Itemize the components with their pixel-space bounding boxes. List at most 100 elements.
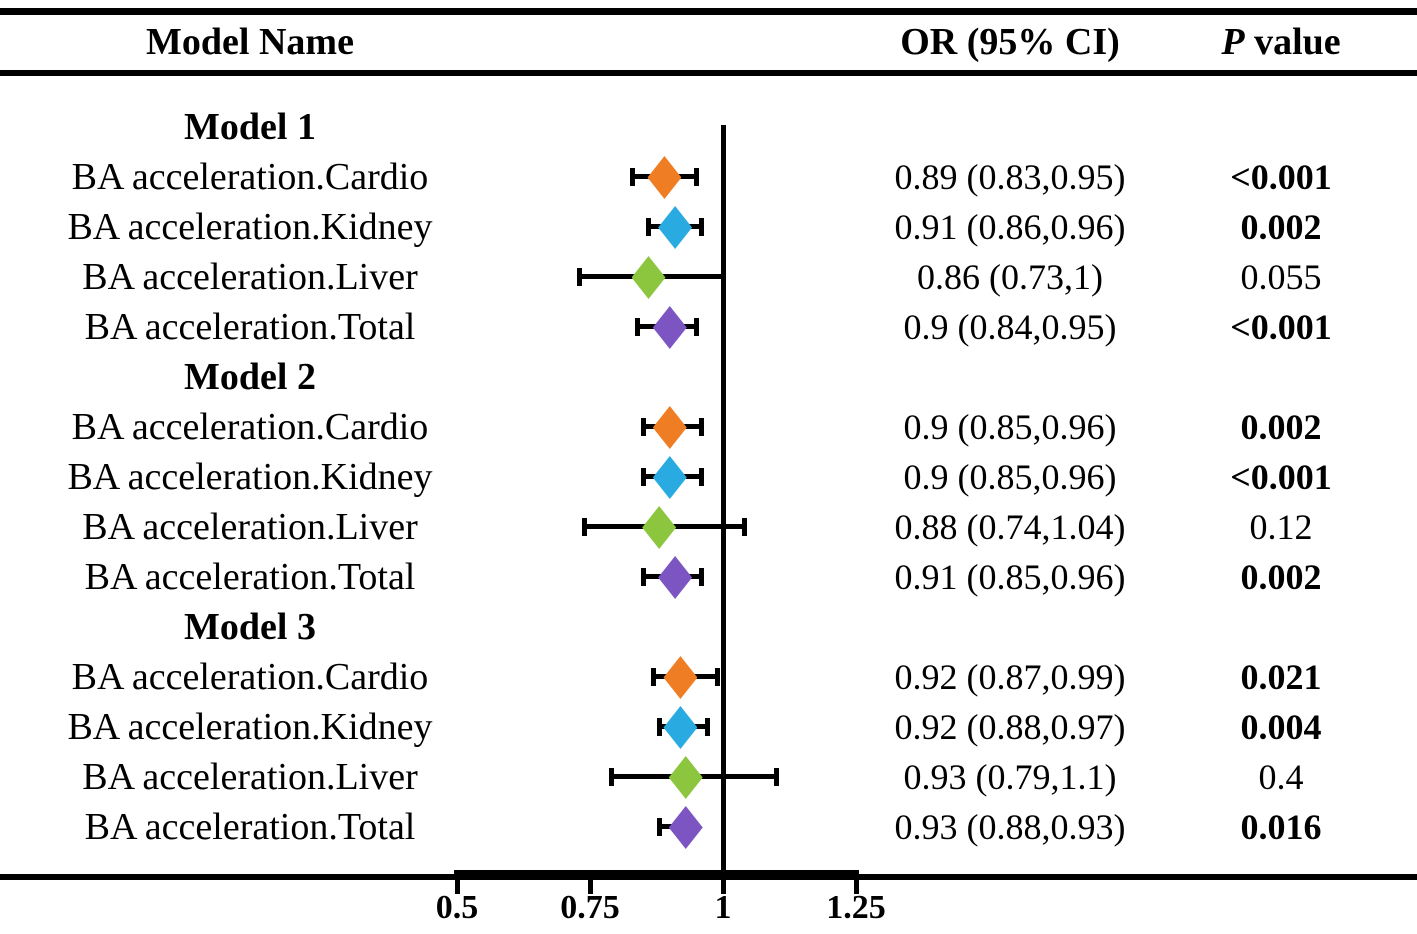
p-value: 0.12 [1249, 507, 1313, 547]
p-value: <0.001 [1230, 307, 1332, 347]
x-tick [454, 880, 460, 894]
column-header-or-ci: OR (95% CI) [900, 21, 1120, 63]
group-heading: Model 2 [184, 356, 316, 398]
ci-cap-right [693, 168, 699, 186]
or-ci-value: 0.91 (0.85,0.96) [894, 557, 1126, 597]
or-diamond-cardio [663, 656, 698, 699]
ci-cap-left [640, 468, 646, 486]
column-header-model-name: Model Name [146, 21, 354, 63]
or-ci-value: 0.93 (0.88,0.93) [894, 807, 1126, 847]
or-ci-value: 0.9 (0.85,0.96) [903, 457, 1117, 497]
or-ci-value: 0.89 (0.83,0.95) [894, 157, 1126, 197]
ci-cap-left [640, 568, 646, 586]
reference-line [720, 125, 726, 894]
forest-row: BA acceleration.Liver 0.93 (0.79,1.1) 0.4 [0, 752, 1417, 802]
p-value-header-italic-p: P [1221, 21, 1245, 63]
forest-row: BA acceleration.Liver 0.88 (0.74,1.04) 0.1… [0, 502, 1417, 552]
or-diamond-cardio [647, 156, 682, 199]
or-diamond-total [658, 556, 693, 599]
ci-cap-left [651, 668, 657, 686]
column-header-p-value: P value [1161, 20, 1401, 64]
row-label: BA acceleration.Liver [82, 506, 418, 548]
ci-cap-left [630, 168, 636, 186]
row-label: BA acceleration.Liver [82, 756, 418, 798]
p-value: <0.001 [1230, 157, 1332, 197]
header-rule [0, 70, 1417, 76]
x-tick [853, 880, 859, 894]
p-value: 0.055 [1240, 257, 1322, 297]
p-value: 0.004 [1240, 707, 1322, 747]
x-tick-label: 0.5 [435, 889, 479, 926]
ci-cap-left [656, 718, 662, 736]
forest-row: BA acceleration.Kidney 0.9 (0.85,0.96) <0.… [0, 452, 1417, 502]
ci-cap-right [699, 568, 705, 586]
p-value: 0.021 [1240, 657, 1322, 697]
forest-row: BA acceleration.Cardio 0.9 (0.85,0.96) 0.0… [0, 402, 1417, 452]
p-value: 0.002 [1240, 207, 1322, 247]
row-label: BA acceleration.Kidney [67, 206, 433, 248]
or-ci-value: 0.92 (0.88,0.97) [894, 707, 1126, 747]
p-value: 0.4 [1258, 757, 1304, 797]
row-label: BA acceleration.Kidney [67, 456, 433, 498]
row-label: BA acceleration.Cardio [71, 406, 429, 448]
ci-cap-right [704, 718, 710, 736]
p-value: 0.002 [1240, 407, 1322, 447]
top-rule [0, 8, 1417, 15]
group-heading: Model 1 [184, 106, 316, 148]
or-ci-value: 0.91 (0.86,0.96) [894, 207, 1126, 247]
ci-cap-left [656, 818, 662, 836]
ci-cap-right [699, 418, 705, 436]
ci-cap-right [699, 468, 705, 486]
row-label: BA acceleration.Total [84, 556, 416, 598]
row-label: BA acceleration.Kidney [67, 706, 433, 748]
or-diamond-total [668, 806, 703, 849]
x-tick-label: 0.75 [560, 889, 620, 926]
forest-row: BA acceleration.Kidney 0.92 (0.88,0.97) 0.… [0, 702, 1417, 752]
axis-line-segment [454, 870, 859, 876]
ci-cap-right [693, 318, 699, 336]
group-heading: Model 3 [184, 606, 316, 648]
or-diamond-kidney [652, 456, 687, 499]
row-label: BA acceleration.Cardio [71, 656, 429, 698]
ci-cap-left [640, 418, 646, 436]
forest-row: BA acceleration.Total 0.93 (0.88,0.93) 0.0… [0, 802, 1417, 852]
group-heading-row: Model 1 [0, 102, 1417, 152]
x-tick-label: 1 [714, 889, 732, 926]
ci-cap-left [635, 318, 641, 336]
ci-cap-left [646, 218, 652, 236]
or-ci-value: 0.9 (0.85,0.96) [903, 407, 1117, 447]
group-heading-row: Model 3 [0, 602, 1417, 652]
row-label: BA acceleration.Cardio [71, 156, 429, 198]
row-label: BA acceleration.Total [84, 806, 416, 848]
forest-row: BA acceleration.Kidney 0.91 (0.86,0.96) 0.… [0, 202, 1417, 252]
x-tick-label: 1.25 [826, 889, 886, 926]
p-value: <0.001 [1230, 457, 1332, 497]
row-label: BA acceleration.Total [84, 306, 416, 348]
or-diamond-cardio [652, 406, 687, 449]
or-ci-value: 0.88 (0.74,1.04) [894, 507, 1126, 547]
or-diamond-kidney [658, 206, 693, 249]
or-diamond-total [652, 306, 687, 349]
p-value: 0.002 [1240, 557, 1322, 597]
x-tick [587, 880, 593, 894]
ci-cap-left [608, 768, 614, 786]
or-ci-value: 0.86 (0.73,1) [917, 257, 1103, 297]
ci-cap-right [715, 668, 721, 686]
forest-row: BA acceleration.Liver 0.86 (0.73,1) 0.055 [0, 252, 1417, 302]
ci-cap-left [576, 268, 582, 286]
bottom-rule [0, 874, 1417, 880]
forest-row: BA acceleration.Cardio 0.92 (0.87,0.99) 0.… [0, 652, 1417, 702]
ci-cap-left [582, 518, 588, 536]
p-value-header-suffix: value [1244, 21, 1341, 63]
or-ci-value: 0.92 (0.87,0.99) [894, 657, 1126, 697]
or-diamond-liver [631, 256, 666, 299]
or-diamond-liver [642, 506, 677, 549]
or-ci-value: 0.93 (0.79,1.1) [903, 757, 1117, 797]
row-label: BA acceleration.Liver [82, 256, 418, 298]
forest-row: BA acceleration.Total 0.91 (0.85,0.96) 0.0… [0, 552, 1417, 602]
p-value: 0.016 [1240, 807, 1322, 847]
group-heading-row: Model 2 [0, 352, 1417, 402]
ci-cap-right [773, 768, 779, 786]
or-ci-value: 0.9 (0.84,0.95) [903, 307, 1117, 347]
